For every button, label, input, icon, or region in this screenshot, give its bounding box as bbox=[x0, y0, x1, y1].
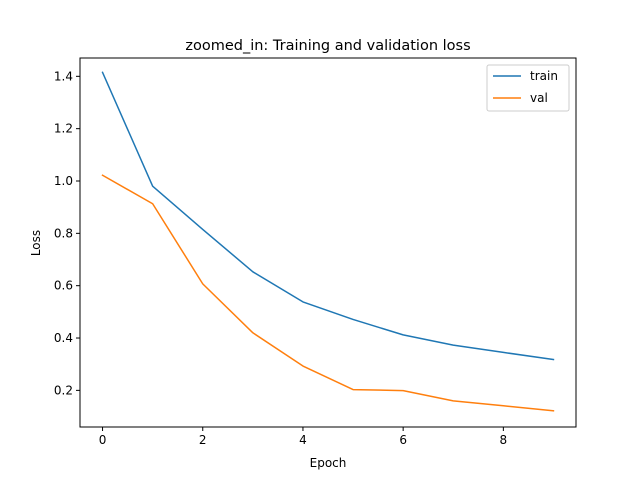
y-tick-label: 1.4 bbox=[54, 69, 73, 83]
x-tick-label: 4 bbox=[299, 433, 307, 447]
series-line-train bbox=[101, 71, 555, 361]
legend-label-val: val bbox=[530, 91, 548, 105]
y-tick-label: 1.2 bbox=[54, 122, 73, 136]
series-layer bbox=[101, 71, 555, 412]
x-tick-label: 0 bbox=[99, 433, 107, 447]
x-axis-title: Epoch bbox=[310, 456, 347, 470]
y-axis-title: Loss bbox=[29, 230, 43, 256]
y-axis: 0.2 0.4 0.6 0.8 1.0 1.2 1.4 bbox=[54, 69, 80, 397]
y-tick-label: 0.6 bbox=[54, 279, 73, 293]
y-tick-label: 0.4 bbox=[54, 331, 73, 345]
y-tick-label: 0.8 bbox=[54, 226, 73, 240]
y-tick-label: 1.0 bbox=[54, 174, 73, 188]
x-tick-label: 8 bbox=[500, 433, 508, 447]
chart-title: zoomed_in: Training and validation loss bbox=[185, 38, 470, 54]
y-tick-label: 0.2 bbox=[54, 383, 73, 397]
plot-area-frame bbox=[79, 57, 577, 428]
legend-label-train: train bbox=[530, 69, 558, 83]
x-axis: 0 2 4 6 8 bbox=[99, 427, 507, 447]
legend: train val bbox=[486, 64, 570, 112]
x-tick-label: 6 bbox=[399, 433, 407, 447]
x-tick-label: 2 bbox=[199, 433, 207, 447]
series-line-val bbox=[101, 174, 555, 412]
